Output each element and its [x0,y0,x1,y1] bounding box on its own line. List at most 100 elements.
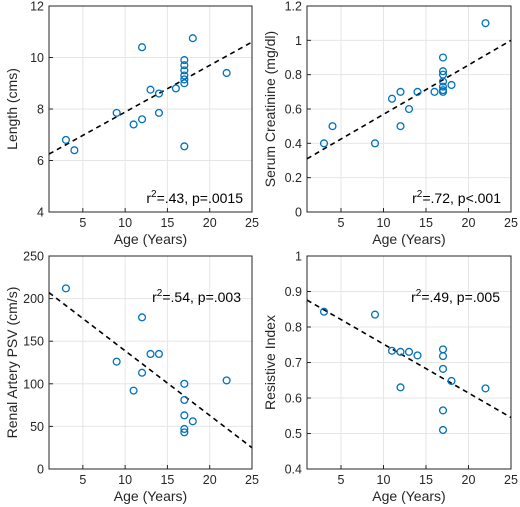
data-point [319,307,329,316]
data-point [396,347,405,356]
stats-annotation: r2=.43, p=.0015 [146,189,243,206]
data-point [180,142,189,151]
data-point [180,411,189,420]
x-axis-label: Age (Years) [114,231,187,247]
data-point [387,94,397,103]
x-tick-label: 5 [338,216,345,230]
y-tick-label: 0.5 [285,427,302,441]
data-point [137,368,147,377]
y-tick-label: 1 [295,34,302,48]
data-point [180,79,189,88]
data-point [154,349,164,359]
data-point [404,104,414,114]
y-tick-label: 4 [37,206,44,220]
data-point [370,310,380,319]
y-tick-label: 10 [30,51,44,65]
x-tick-label: 10 [377,216,391,230]
data-point [438,53,448,62]
data-point [387,346,397,355]
stats-annotation: r2=.49, p=.005 [411,288,500,305]
x-tick-label: 25 [504,473,518,487]
y-tick-label: 0.6 [285,392,302,406]
data-point [438,77,448,86]
data-point [129,120,138,129]
y-tick-label: 12 [30,0,44,14]
y-tick-label: 0.4 [285,137,302,151]
data-point [180,75,189,84]
x-tick-label: 5 [338,473,345,487]
y-tick-label: 0.8 [285,68,302,82]
resistive-index-panel: 5 10 15 20 25 0.4 0.5 0.6 0.7 0.8 0.9 1 Age (Years) R… [262,250,518,505]
y-tick-label: 0.7 [285,356,302,370]
x-tick-label: 10 [118,473,132,487]
data-point [154,89,164,98]
data-point [222,68,231,77]
y-tick-label: 8 [37,103,44,117]
y-tick-label: 0.2 [285,171,302,185]
data-point [430,87,439,96]
x-axis-label: Age (Years) [114,488,187,504]
x-axis-label: Age (Years) [372,231,445,247]
x-tick-label: 15 [419,216,433,230]
data-point [438,352,448,361]
data-point [154,108,164,117]
data-point [328,122,337,131]
y-axis-label: Resistive Index [262,315,278,410]
data-point [438,87,448,96]
y-axis-label: Renal Artery PSV (cm/s) [4,287,20,439]
y-axis-label: Serum Creatinine (mg/dl) [262,31,278,187]
data-point [137,115,147,124]
y-tick-label: 0.4 [285,463,302,477]
data-point [438,82,448,91]
data-point [112,108,121,117]
y-tick-label: 200 [23,292,44,306]
data-point [438,364,448,373]
data-point [61,135,70,144]
data-point [396,383,405,392]
y-tick-label: 50 [30,420,44,434]
x-tick-label: 15 [160,473,174,487]
data-point [180,66,189,75]
regression-line [49,41,252,155]
data-point [146,85,155,94]
length-panel: 5 10 15 20 25 4 6 8 10 12 Age (Years) Length (cms) r… [4,0,259,247]
data-point [61,284,70,293]
data-point [180,56,189,65]
data-point [481,384,490,393]
y-tick-label: 1 [295,250,302,264]
y-tick-label: 1.2 [285,0,302,14]
data-point [180,71,189,80]
data-point [137,43,147,52]
y-tick-label: 150 [23,335,44,349]
data-point [171,84,180,93]
y-tick-label: 0 [37,463,44,477]
y-tick-label: 100 [23,377,44,391]
data-point [370,139,380,148]
x-axis-label: Age (Years) [372,488,445,504]
y-tick-label: 0.6 [285,103,302,117]
data-point [180,379,189,388]
x-tick-label: 5 [79,216,86,230]
data-point [413,351,422,360]
y-tick-label: 0 [295,206,302,220]
x-tick-label: 25 [245,473,259,487]
regression-line [307,39,511,160]
data-point [319,139,329,148]
x-tick-label: 10 [118,216,132,230]
data-point [438,425,448,435]
x-tick-label: 10 [377,473,391,487]
y-tick-label: 0.8 [285,321,302,335]
regression-line [307,299,511,419]
data-point [447,80,456,90]
data-point [180,428,189,437]
data-point [396,87,405,96]
x-tick-label: 15 [419,473,433,487]
x-tick-label: 20 [462,473,476,487]
x-tick-label: 15 [160,216,174,230]
data-point [188,417,197,426]
x-tick-label: 20 [203,216,217,230]
data-point [222,376,231,385]
x-tick-label: 20 [462,216,476,230]
